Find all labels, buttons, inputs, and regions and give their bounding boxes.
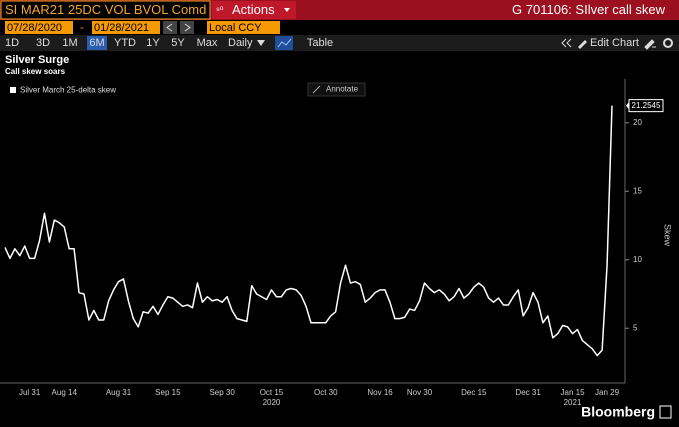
brand-icon [659,405,672,419]
x-tick-label: Jan 15 [561,388,586,397]
brand: Bloomberg [581,404,655,420]
x-tick-label: Sep 30 [209,388,235,397]
period-button[interactable]: 5Y [171,37,185,49]
edit-chart[interactable]: Edit Chart [590,37,639,49]
period-button[interactable]: 3D [36,37,50,49]
x-tick-label: Dec 31 [515,388,541,397]
y-tick-label: 15 [633,186,642,195]
x-tick-label: Dec 15 [461,388,487,397]
x-year-label: 2020 [263,398,281,407]
toolbar [0,35,679,51]
period-button[interactable]: YTD [114,37,136,49]
security-box[interactable] [0,0,211,20]
header-title: G 701106: SIlver call skew [512,2,666,17]
line-chart-icon [277,38,292,48]
annotate-button[interactable] [307,82,366,97]
currency: Local CCY [209,22,262,34]
prev-button[interactable] [163,21,177,34]
x-tick-label: Aug 14 [52,388,78,397]
pen-icon[interactable] [644,39,656,50]
security: SI MAR21 25DC VOL BVOL Comd [5,2,206,17]
start-date: 07/28/2020 [7,22,62,34]
y-axis-label: Skew [663,224,673,247]
legend-swatch [10,87,16,93]
currency-box[interactable] [207,21,280,34]
x-tick-label: Nov 16 [367,388,393,397]
actions: Actions [232,2,275,17]
x-tick-label: Oct 15 [260,388,284,397]
collapse-icon[interactable] [561,38,572,48]
edit-icon [578,40,587,49]
table-button[interactable]: Table [307,37,333,49]
actions-button[interactable] [212,1,296,19]
actions-icon: ⁹⁰ [216,5,224,15]
last-value-box [628,99,664,113]
x-tick-label: Jan 29 [595,388,620,397]
legend-label: Silver March 25-delta skew [20,86,116,95]
data-line [4,105,613,357]
actions-caret [284,8,290,12]
chart-subtitle: Call skew soars [5,67,66,76]
chart-title: Silver Surge [5,54,69,66]
period-button[interactable]: 1Y [146,37,160,49]
start-date-box[interactable] [5,21,73,34]
annotate-icon [312,85,321,94]
range-separator: - [80,22,84,34]
period-button[interactable]: 1D [5,37,19,49]
x-tick-label: Jul 31 [19,388,41,397]
x-year-label: 2021 [564,398,582,407]
x-tick-label: Oct 30 [314,388,338,397]
last-value-label: 21.2545 [632,101,661,110]
period-button[interactable]: Max [197,37,218,49]
y-tick-label: 5 [633,323,638,332]
frequency-caret [257,40,265,46]
x-tick-label: Aug 31 [106,388,132,397]
y-tick-label: 10 [633,255,642,264]
frequency[interactable]: Daily [228,37,253,49]
x-tick-label: Nov 30 [407,388,433,397]
settings-icon[interactable] [663,38,673,48]
next-button[interactable] [180,21,194,34]
x-tick-label: Sep 15 [155,388,181,397]
selected-period [87,36,107,50]
annotate: Annotate [326,85,359,94]
prev-icon [166,23,173,32]
period-button[interactable]: 1M [62,37,77,49]
end-date-box[interactable] [92,21,160,34]
end-date: 01/28/2021 [94,22,149,34]
y-tick-label: 20 [633,118,642,127]
period-button[interactable]: 6M [89,37,104,49]
next-icon [184,23,191,32]
